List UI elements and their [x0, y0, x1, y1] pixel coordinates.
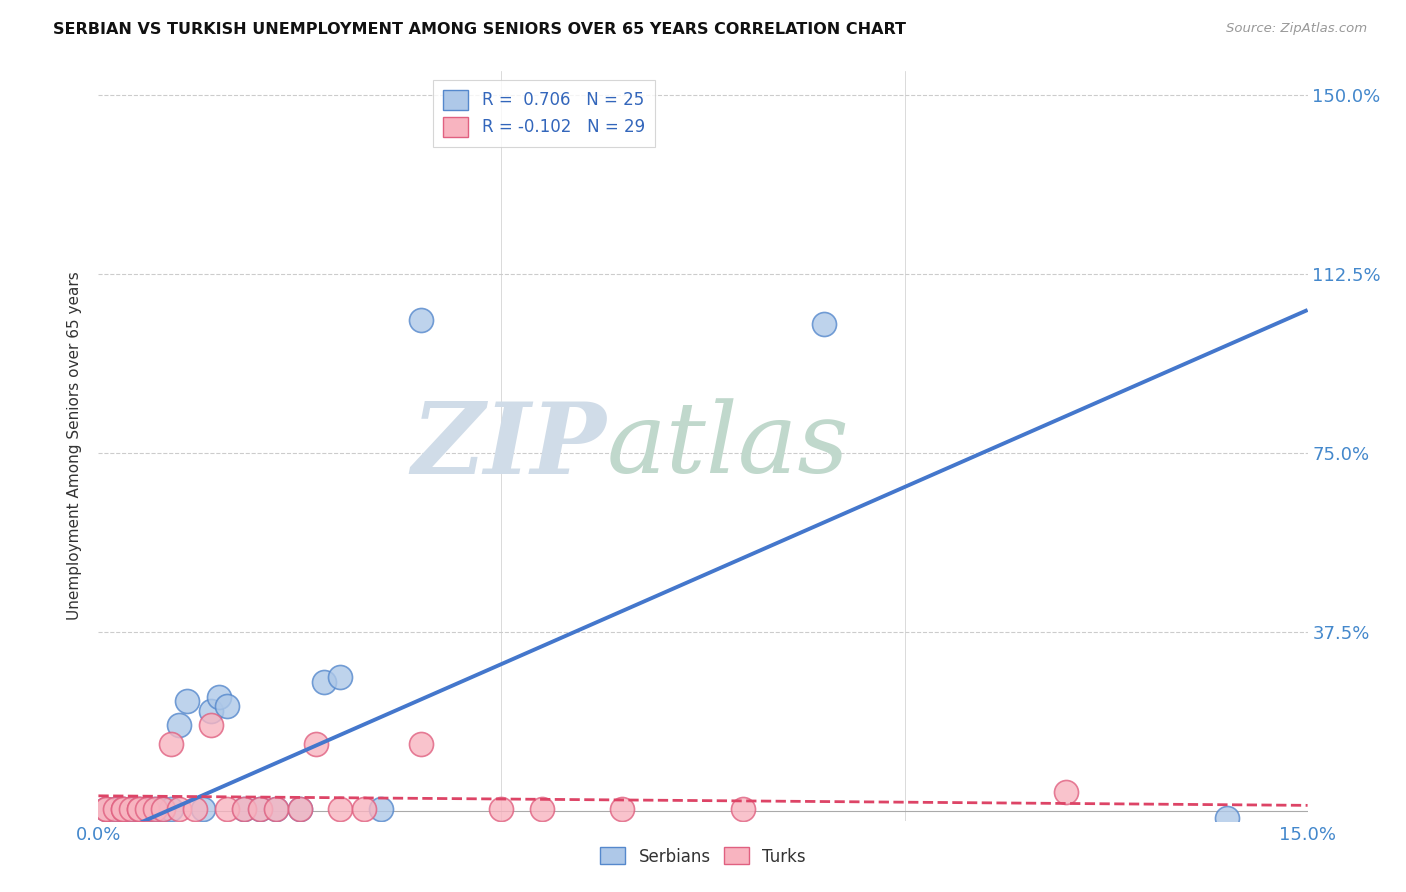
- Point: [1216, 811, 1239, 825]
- Text: atlas: atlas: [606, 399, 849, 493]
- Point: [249, 802, 271, 816]
- Point: [120, 802, 142, 816]
- Point: [128, 802, 150, 816]
- Point: [232, 802, 254, 816]
- Point: [612, 802, 634, 816]
- Point: [353, 802, 375, 816]
- Point: [329, 670, 352, 684]
- Point: [217, 802, 239, 816]
- Point: [288, 802, 311, 816]
- Point: [200, 704, 222, 718]
- Legend: Serbians, Turks: Serbians, Turks: [593, 841, 813, 872]
- Point: [232, 802, 254, 816]
- Point: [176, 694, 198, 708]
- Y-axis label: Unemployment Among Seniors over 65 years: Unemployment Among Seniors over 65 years: [67, 272, 83, 620]
- Text: SERBIAN VS TURKISH UNEMPLOYMENT AMONG SENIORS OVER 65 YEARS CORRELATION CHART: SERBIAN VS TURKISH UNEMPLOYMENT AMONG SE…: [53, 22, 907, 37]
- Point: [208, 690, 231, 704]
- Point: [193, 802, 215, 816]
- Point: [305, 737, 328, 751]
- Text: ZIP: ZIP: [412, 398, 606, 494]
- Point: [813, 318, 835, 332]
- Point: [111, 802, 134, 816]
- Point: [96, 802, 118, 816]
- Point: [409, 737, 432, 751]
- Point: [152, 802, 174, 816]
- Point: [314, 675, 336, 690]
- Point: [167, 802, 190, 816]
- Point: [111, 802, 134, 816]
- Point: [96, 802, 118, 816]
- Point: [184, 802, 207, 816]
- Point: [733, 802, 755, 816]
- Point: [329, 802, 352, 816]
- Point: [167, 718, 190, 732]
- Point: [111, 802, 134, 816]
- Point: [96, 802, 118, 816]
- Point: [1054, 785, 1077, 799]
- Point: [370, 802, 392, 816]
- Point: [200, 718, 222, 732]
- Point: [249, 802, 271, 816]
- Point: [217, 699, 239, 714]
- Point: [143, 802, 166, 816]
- Point: [160, 802, 183, 816]
- Point: [128, 802, 150, 816]
- Point: [160, 737, 183, 751]
- Point: [288, 802, 311, 816]
- Point: [103, 802, 125, 816]
- Text: Source: ZipAtlas.com: Source: ZipAtlas.com: [1226, 22, 1367, 36]
- Point: [264, 802, 287, 816]
- Point: [128, 802, 150, 816]
- Point: [135, 802, 157, 816]
- Point: [120, 802, 142, 816]
- Point: [491, 802, 513, 816]
- Point: [152, 802, 174, 816]
- Point: [143, 802, 166, 816]
- Point: [264, 802, 287, 816]
- Point: [409, 312, 432, 326]
- Point: [135, 802, 157, 816]
- Point: [530, 802, 553, 816]
- Point: [103, 802, 125, 816]
